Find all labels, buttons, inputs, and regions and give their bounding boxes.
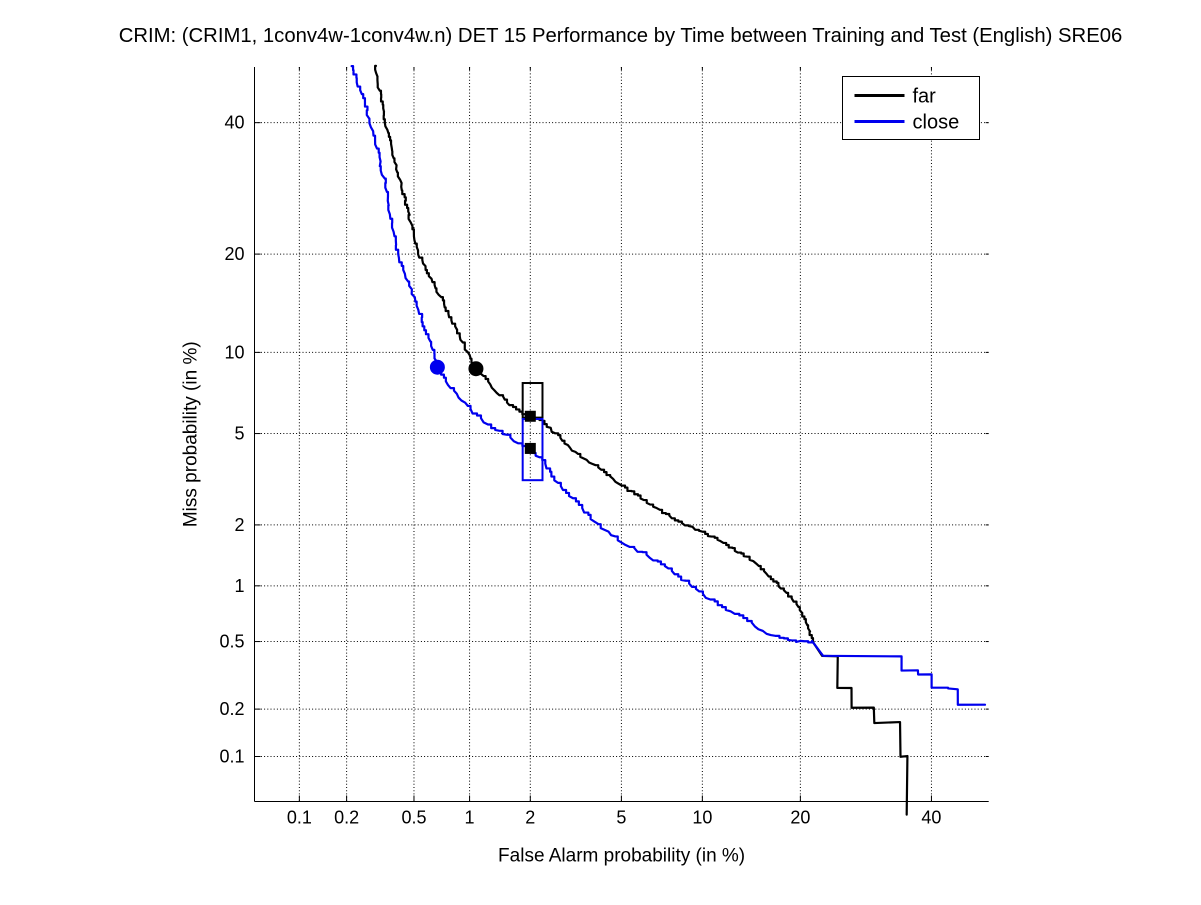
svg-text:0.1: 0.1 xyxy=(287,808,312,828)
svg-text:0.5: 0.5 xyxy=(219,632,244,652)
svg-text:20: 20 xyxy=(224,244,244,264)
svg-text:close: close xyxy=(913,112,960,134)
svg-text:2: 2 xyxy=(234,515,244,535)
svg-text:5: 5 xyxy=(616,808,626,828)
svg-text:CRIM: (CRIM1, 1conv4w-1conv4w.: CRIM: (CRIM1, 1conv4w-1conv4w.n) DET 15 … xyxy=(119,25,1123,47)
svg-text:0.1: 0.1 xyxy=(219,746,244,766)
svg-text:40: 40 xyxy=(921,808,941,828)
svg-text:2: 2 xyxy=(525,808,535,828)
svg-text:0.2: 0.2 xyxy=(334,808,359,828)
svg-text:Miss probability (in %): Miss probability (in %) xyxy=(181,341,202,527)
svg-text:20: 20 xyxy=(790,808,810,828)
svg-text:10: 10 xyxy=(692,808,712,828)
svg-text:False Alarm probability (in %): False Alarm probability (in %) xyxy=(498,846,745,867)
svg-text:5: 5 xyxy=(234,424,244,444)
svg-text:0.2: 0.2 xyxy=(219,699,244,719)
svg-text:0.5: 0.5 xyxy=(401,808,426,828)
svg-text:1: 1 xyxy=(465,808,475,828)
svg-text:far: far xyxy=(913,86,937,108)
svg-text:40: 40 xyxy=(224,113,244,133)
svg-text:1: 1 xyxy=(234,576,244,596)
svg-text:10: 10 xyxy=(224,342,244,362)
